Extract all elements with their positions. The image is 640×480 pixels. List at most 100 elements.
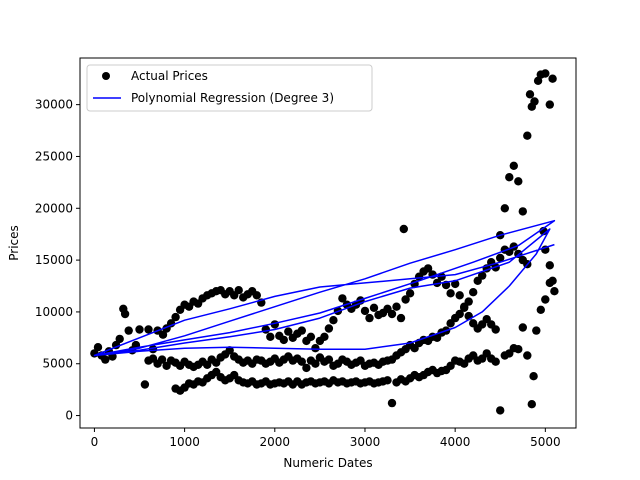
data-point — [387, 309, 397, 319]
data-point — [401, 295, 410, 304]
data-point — [365, 313, 374, 323]
data-point — [101, 355, 110, 364]
data-point — [405, 289, 415, 298]
data-point — [455, 309, 464, 319]
plot-area — [90, 69, 559, 415]
y-tick-label: 10000 — [35, 305, 73, 319]
data-point — [469, 288, 478, 297]
data-point — [437, 272, 446, 281]
y-tick-label: 0 — [65, 409, 73, 423]
data-point — [545, 261, 554, 270]
data-point — [158, 330, 168, 339]
legend-label-regression: Polynomial Regression (Degree 3) — [131, 91, 334, 105]
y-tick-label: 25000 — [35, 149, 73, 163]
data-point — [523, 131, 532, 140]
data-point — [297, 357, 306, 366]
y-ticks: 0 5000 10000 15000 20000 25000 30000 — [35, 98, 80, 423]
data-point — [157, 355, 167, 364]
data-point — [360, 306, 370, 316]
data-point — [478, 271, 487, 280]
data-point — [446, 289, 455, 298]
data-point — [338, 294, 347, 303]
data-point — [518, 207, 527, 216]
data-point — [329, 316, 338, 325]
data-point — [529, 372, 538, 381]
x-axis-label: Numeric Dates — [283, 456, 372, 470]
data-point — [261, 325, 270, 334]
data-point — [527, 400, 536, 409]
data-point — [523, 351, 532, 360]
data-point — [306, 332, 316, 341]
x-tick-label: 5000 — [530, 435, 561, 449]
data-point — [383, 376, 392, 385]
data-point — [320, 332, 329, 341]
data-point — [550, 287, 559, 296]
data-point — [423, 264, 433, 273]
data-point — [124, 326, 133, 335]
y-tick-label: 15000 — [35, 253, 73, 267]
x-tick-label: 1000 — [169, 435, 200, 449]
data-point — [496, 253, 505, 263]
data-point — [525, 90, 535, 99]
legend-label-actual-prices: Actual Prices — [131, 69, 208, 83]
data-point — [505, 173, 514, 182]
legend-marker-actual-prices — [102, 72, 110, 80]
data-point — [311, 344, 320, 353]
data-point — [399, 224, 408, 234]
data-point — [532, 326, 541, 335]
x-tick-label: 3000 — [350, 435, 381, 449]
data-point — [541, 69, 550, 78]
data-point — [514, 345, 523, 354]
x-tick-label: 4000 — [440, 435, 471, 449]
legend-box — [86, 64, 373, 112]
data-point — [135, 325, 144, 334]
data-point — [514, 177, 523, 186]
data-point — [500, 204, 509, 213]
data-point — [464, 297, 473, 306]
data-point — [234, 286, 243, 295]
data-point — [369, 303, 379, 312]
data-point — [455, 291, 464, 300]
data-point — [324, 324, 334, 333]
data-point — [491, 357, 500, 366]
data-point — [324, 355, 334, 364]
data-point — [252, 291, 261, 300]
data-point — [518, 323, 527, 332]
x-tick-label: 0 — [91, 435, 99, 449]
data-point — [460, 303, 469, 312]
y-tick-label: 5000 — [42, 357, 73, 371]
data-point — [509, 161, 518, 170]
y-tick-label: 30000 — [35, 98, 73, 112]
x-tick-label: 2000 — [260, 435, 291, 449]
data-point — [392, 302, 401, 311]
regression-line — [93, 219, 556, 357]
data-point — [545, 100, 554, 109]
data-point — [140, 380, 150, 389]
data-point — [545, 278, 554, 288]
y-tick-label: 20000 — [35, 201, 73, 215]
data-point — [297, 326, 306, 335]
data-point — [530, 97, 539, 106]
data-point — [115, 334, 124, 344]
data-point — [279, 335, 288, 345]
data-point — [120, 309, 130, 319]
data-point — [496, 406, 505, 415]
data-point — [302, 363, 311, 373]
data-point — [396, 313, 406, 323]
data-point — [225, 346, 234, 355]
data-point — [548, 74, 557, 83]
legend: Actual Prices Polynomial Regression (Deg… — [86, 64, 373, 112]
data-point — [266, 332, 275, 341]
data-point — [284, 327, 293, 336]
data-point — [387, 398, 397, 408]
regression-series — [93, 219, 556, 357]
data-point — [311, 359, 320, 368]
y-axis-label: Prices — [7, 225, 21, 261]
data-point — [93, 343, 103, 352]
data-point — [536, 305, 545, 314]
x-ticks: 0 1000 2000 3000 4000 5000 — [91, 428, 561, 449]
data-point — [432, 278, 442, 288]
data-point — [491, 325, 500, 334]
data-point — [171, 312, 180, 322]
